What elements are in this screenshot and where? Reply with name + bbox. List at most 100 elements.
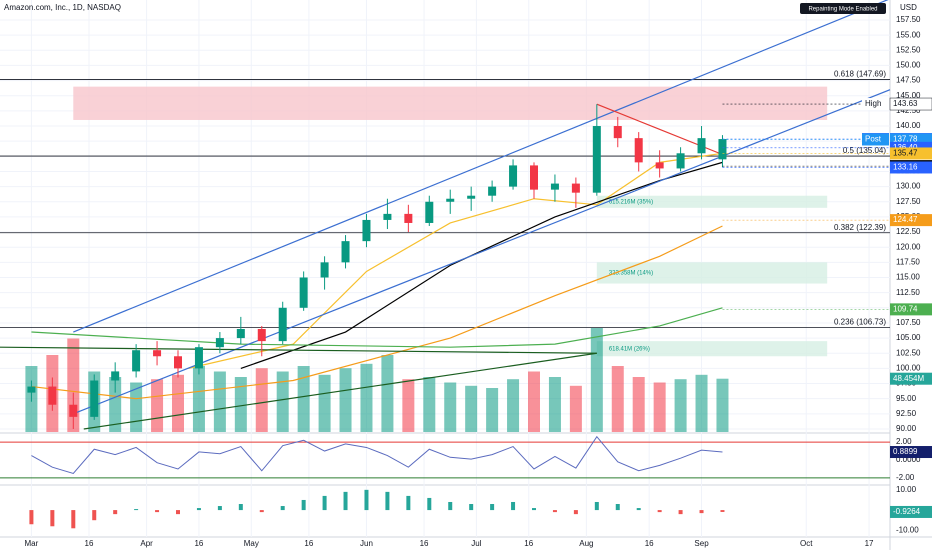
price-tag-name-bg [862,98,889,111]
volume-bar [192,366,205,432]
zone-label: 615.216M (35%) [609,199,653,205]
candle-body [634,138,643,163]
price-tag-bg [890,303,932,316]
volume-bar [318,374,331,432]
candle-body [530,165,538,190]
zone [73,86,828,120]
y-tick-label: 142.50 [896,106,921,115]
volume-bar [423,377,436,432]
volume-bar [653,382,666,432]
price-tag: 109.74 [893,304,918,313]
badge-bg [800,3,886,14]
y-tick-label: 115.00 [896,273,920,282]
macd-bar [594,501,599,511]
macd-bar [699,510,704,514]
x-tick-label: Mar [25,539,39,548]
candle-body [111,371,120,381]
price-tag-name-bg [862,133,889,146]
macd-bar [155,510,160,513]
macd-tag-bg [890,505,932,518]
x-tick-label: 16 [524,539,533,548]
zone-label: 618.41M (26%) [609,346,650,352]
y-tick-label: 90.00 [896,424,917,433]
macd-bar [573,510,578,515]
macd-bar [113,510,118,515]
macd-bar [678,510,683,515]
candle-body [341,241,350,263]
price-tag-bg [890,214,932,227]
volume-bar [276,371,289,432]
y-tick-label: 10.00 [896,485,917,494]
x-tick-label: Sep [694,539,709,548]
x-tick-label: 16 [85,539,94,548]
volume-bar [486,388,499,432]
volume-bar [297,366,310,432]
candle-body [278,307,287,342]
x-tick-label: 16 [420,539,429,548]
price-tag: 143.63 [893,99,918,108]
macd-bar [385,491,390,511]
macd-bar [134,509,139,511]
candle-body [69,404,78,417]
x-tick-label: Apr [140,539,153,548]
zone [596,195,828,208]
macd-bar [92,510,97,521]
volume-bar [507,379,520,432]
x-tick-label: Aug [579,539,593,548]
macd-bar [615,504,620,511]
y-tick-label: 130.00 [896,182,921,191]
volume-bar [402,379,415,432]
y-tick-label: 145.00 [896,91,921,100]
price-tag-name: Post [865,135,882,144]
macd-bar [448,501,453,511]
zone-label: 323.358M (14%) [609,271,653,277]
price-tag: 136.40 [893,143,918,152]
candle-body [27,386,36,393]
price-tag: 137.78 [893,135,918,144]
candle-body [153,350,162,357]
overlay-line [0,346,597,354]
overlay-line [83,352,597,430]
candle-body [299,277,308,308]
y-tick-label: 2.00 [896,437,912,446]
candle-body [550,183,559,190]
y-tick-label: 112.50 [896,288,920,297]
overlay-line [31,307,723,348]
x-tick-label: 17 [865,539,874,548]
overlay-line [73,0,889,333]
y-tick-label: 152.50 [896,45,921,54]
x-tick-label: 16 [645,539,654,548]
volume-bar [569,385,582,432]
candle-body [676,153,685,169]
y-tick-label: 92.50 [896,409,917,418]
price-tag: 133.16 [893,163,918,172]
candle-body [257,328,266,342]
candle-body [174,356,182,369]
macd-bar [364,489,369,511]
x-tick-label: Oct [800,539,813,548]
x-tick-label: Jun [360,539,373,548]
macd-tag: -0.9264 [893,507,921,516]
y-tick-label: 155.00 [896,30,921,39]
candle-body [446,198,455,202]
overlay-line [73,89,891,415]
volume-bar [172,374,184,432]
volume-bar [465,385,478,432]
zone [596,262,828,284]
y-tick-label: 117.50 [896,257,920,266]
macd-bar [280,506,285,511]
y-tick-label: -2.00 [896,473,915,482]
macd-bar [343,491,348,511]
macd-bar [196,508,201,511]
candle-body [488,186,497,196]
y-tick-label: 107.50 [896,318,921,327]
y-tick-label: 102.50 [896,348,921,357]
y-tick-label: 100.00 [896,363,921,372]
candle-body [404,213,413,223]
candle-body [697,138,706,154]
volume-bar [213,371,226,432]
price-tag-bg [889,97,932,111]
y-tick-label: 95.00 [896,394,917,403]
candle-body [592,126,601,193]
macd-bar [720,510,725,512]
